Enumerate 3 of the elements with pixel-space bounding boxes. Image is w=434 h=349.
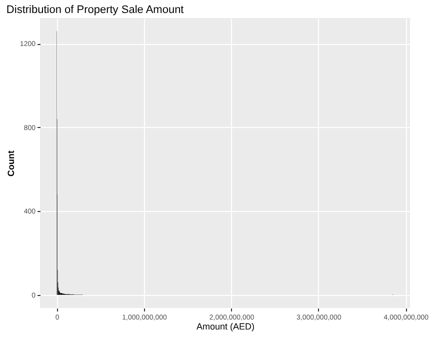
y-axis-title: Count <box>6 150 16 176</box>
chart-title: Distribution of Property Sale Amount <box>6 4 184 16</box>
x-axis-title: Amount (AED) <box>196 322 255 332</box>
